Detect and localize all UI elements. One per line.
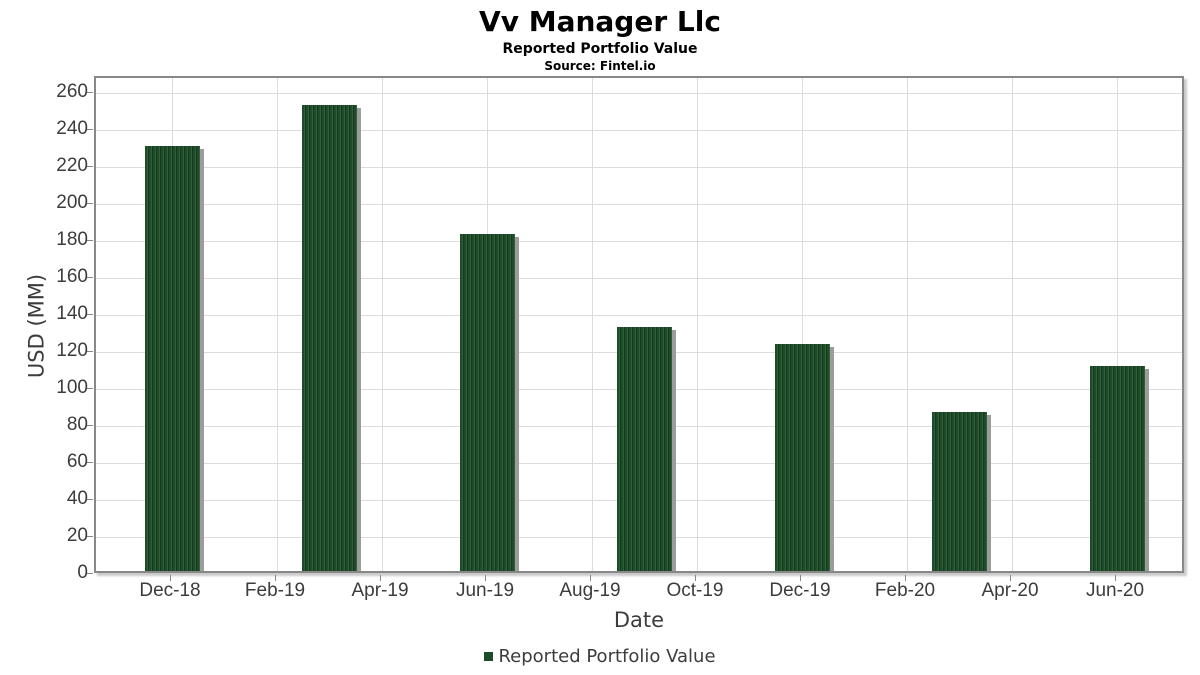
y-tick-mark xyxy=(87,350,93,352)
y-tick-mark xyxy=(87,498,93,500)
y-gridline xyxy=(96,241,1182,243)
bar-dec-18[interactable] xyxy=(144,145,200,571)
bar-sep-19[interactable] xyxy=(617,326,672,571)
x-tick-label: Apr-20 xyxy=(981,580,1039,601)
x-tick-label: Dec-19 xyxy=(769,580,831,601)
x-tick-mark xyxy=(905,575,906,581)
y-tick-label: 260 xyxy=(56,80,88,102)
x-gridline xyxy=(1116,78,1118,571)
x-axis-title: Date xyxy=(613,608,665,632)
x-gridline xyxy=(801,78,803,571)
bar-jun-19[interactable] xyxy=(459,234,515,571)
x-gridline xyxy=(381,78,383,571)
x-tick-mark xyxy=(485,575,486,581)
y-tick-mark xyxy=(87,424,93,426)
x-tick-mark xyxy=(590,575,591,581)
x-tick-label: Apr-19 xyxy=(351,580,409,601)
y-tick-label: 140 xyxy=(56,302,88,324)
bar-mar-19[interactable] xyxy=(302,104,357,571)
x-tick-mark xyxy=(170,575,171,581)
x-tick-label: Feb-20 xyxy=(874,580,936,601)
x-tick-mark xyxy=(1010,575,1011,581)
y-tick-mark xyxy=(87,573,93,574)
x-tick-label: Jun-19 xyxy=(455,580,515,601)
y-gridline xyxy=(96,93,1182,95)
x-tick-label: Oct-19 xyxy=(666,580,724,601)
y-tick-mark xyxy=(87,202,93,204)
y-gridline xyxy=(96,130,1182,132)
legend-swatch-icon xyxy=(484,652,494,661)
y-tick-mark xyxy=(87,313,93,315)
chart-source: Source: Fintel.io xyxy=(544,59,656,74)
x-tick-mark xyxy=(695,575,696,581)
x-tick-mark xyxy=(380,575,381,581)
x-tick-label: Dec-18 xyxy=(139,580,201,601)
bar-jun-20[interactable] xyxy=(1089,365,1145,571)
bar-dec-19[interactable] xyxy=(774,343,830,571)
y-tick-mark xyxy=(87,239,93,241)
y-gridline xyxy=(96,204,1182,206)
y-gridline xyxy=(96,278,1182,280)
y-tick-mark xyxy=(87,276,93,278)
y-tick-mark xyxy=(87,461,93,463)
y-tick-label: 200 xyxy=(56,191,88,213)
chart-header: Vv Manager Llc Reported Portfolio Value … xyxy=(0,5,1200,74)
y-tick-mark xyxy=(87,165,93,167)
y-tick-label: 0 xyxy=(77,562,88,583)
y-tick-label: 240 xyxy=(56,117,88,139)
y-tick-mark xyxy=(87,91,93,93)
x-gridline xyxy=(591,78,593,571)
x-tick-mark xyxy=(1115,575,1116,581)
legend-label: Reported Portfolio Value xyxy=(498,646,716,667)
x-gridline xyxy=(276,78,278,571)
y-tick-label: 160 xyxy=(56,265,88,287)
y-tick-label: 80 xyxy=(66,413,88,435)
y-tick-label: 180 xyxy=(56,228,88,250)
y-tick-label: 100 xyxy=(56,376,88,398)
x-gridline xyxy=(696,78,698,571)
y-tick-label: 60 xyxy=(66,450,88,472)
y-tick-label: 120 xyxy=(56,339,88,361)
y-tick-mark xyxy=(87,387,93,389)
y-tick-label: 40 xyxy=(66,487,88,509)
y-gridline xyxy=(96,315,1182,317)
bar-mar-20[interactable] xyxy=(932,412,987,571)
y-tick-mark xyxy=(87,128,93,130)
y-tick-mark xyxy=(87,535,93,537)
x-gridline xyxy=(906,78,908,571)
plot-area xyxy=(94,76,1184,573)
chart-subtitle: Reported Portfolio Value xyxy=(502,41,698,58)
chart-title: Vv Manager Llc xyxy=(479,5,721,38)
x-tick-mark xyxy=(800,575,801,581)
x-tick-label: Feb-19 xyxy=(244,580,306,601)
x-tick-label: Aug-19 xyxy=(559,580,621,601)
legend: Reported Portfolio Value xyxy=(0,646,1200,667)
y-tick-label: 20 xyxy=(66,524,88,546)
x-tick-label: Jun-20 xyxy=(1085,580,1145,601)
x-tick-mark xyxy=(275,575,276,581)
y-gridline xyxy=(96,167,1182,169)
y-axis-title: USD (MM) xyxy=(24,273,49,379)
y-tick-label: 220 xyxy=(56,154,88,176)
x-gridline xyxy=(1011,78,1013,571)
